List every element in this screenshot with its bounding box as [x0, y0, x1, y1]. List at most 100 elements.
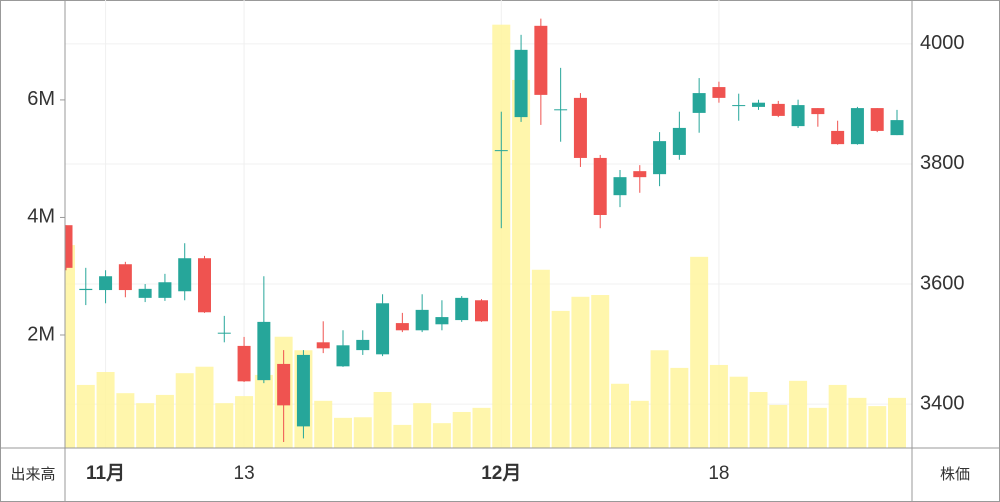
candle-body	[395, 323, 409, 331]
candle-body	[217, 332, 231, 334]
candle-body	[593, 157, 607, 215]
y2-axis-label: 株価	[940, 466, 970, 483]
volume-bar	[828, 384, 847, 448]
candle-body	[415, 309, 429, 331]
volume-bar	[888, 397, 906, 448]
candle-body	[455, 297, 469, 321]
candle-body	[811, 108, 825, 115]
candle-body	[771, 103, 785, 116]
candle-body	[712, 87, 726, 98]
candle-body	[118, 264, 132, 291]
volume-bar	[393, 424, 412, 448]
y2-tick-label: 3800	[920, 152, 965, 174]
candle-body	[752, 102, 765, 107]
volume-bar	[175, 373, 194, 448]
x-tick-label: 11月	[86, 463, 125, 484]
volume-bar	[808, 407, 827, 448]
volume-bar	[630, 400, 649, 448]
candle-body	[237, 345, 251, 382]
volume-bar	[76, 384, 95, 448]
volume-bar	[709, 364, 728, 448]
volume-bar	[670, 367, 689, 448]
volume-bar	[65, 245, 75, 448]
candle-body	[494, 150, 508, 152]
volume-bar	[334, 417, 352, 448]
volume-bar	[254, 374, 273, 448]
candle-body	[890, 120, 904, 136]
volume-bar	[611, 383, 629, 448]
volume-bar	[571, 296, 590, 448]
candle-body	[316, 342, 330, 349]
y-tick-label: 2M	[27, 323, 55, 345]
volume-bar	[650, 350, 669, 448]
volume-bar	[848, 397, 867, 448]
volume-bar	[215, 403, 234, 448]
y-tick-label: 6M	[27, 88, 55, 110]
volume-bar	[789, 380, 808, 448]
candle-body	[277, 363, 291, 406]
y-axis-label: 出来高	[10, 466, 55, 483]
candle-body	[613, 177, 627, 196]
volume-bar	[314, 400, 333, 448]
candle-body	[514, 49, 528, 118]
candle-body	[198, 258, 211, 313]
y2-tick-label: 3400	[920, 392, 965, 414]
candle-body	[554, 109, 568, 111]
candle-body	[732, 105, 746, 107]
volume-bar	[373, 391, 392, 448]
candle-body	[653, 141, 667, 175]
volume-bar	[432, 423, 451, 448]
candle-body	[138, 288, 152, 298]
volume-bar	[769, 404, 788, 448]
candle-layer	[65, 18, 904, 442]
candle-body	[633, 171, 647, 178]
volume-bar	[551, 310, 570, 448]
candle-body	[870, 108, 884, 131]
candle-body	[692, 93, 706, 113]
volume-bar	[452, 411, 471, 448]
volume-bar	[155, 394, 174, 448]
candle-body	[79, 288, 93, 291]
volume-bar	[591, 295, 610, 448]
candle-body	[534, 25, 548, 95]
volume-bar	[353, 417, 372, 448]
candle-body	[257, 321, 271, 381]
x-tick-label: 13	[234, 463, 255, 484]
candle-body	[65, 225, 73, 268]
candle-body	[336, 345, 350, 367]
candle-body	[296, 354, 310, 427]
x-tick-label: 12月	[481, 463, 521, 484]
y2-tick-label: 4000	[920, 32, 965, 54]
candle-body	[672, 127, 686, 155]
volume-bar	[729, 376, 748, 448]
volume-bar	[512, 79, 531, 448]
volume-bar	[472, 407, 491, 448]
candle-body	[99, 276, 113, 291]
volume-bar	[749, 391, 768, 448]
volume-bar	[868, 406, 887, 448]
y2-tick-label: 3600	[920, 272, 965, 294]
volume-bar	[235, 396, 254, 448]
candle-body	[791, 105, 805, 127]
candle-body	[158, 282, 172, 298]
volume-bar	[136, 403, 155, 448]
candle-body	[356, 339, 370, 351]
volume-bar	[195, 366, 214, 448]
candle-body	[475, 300, 488, 322]
candle-body	[376, 303, 390, 355]
volume-bar	[116, 393, 135, 448]
volume-bar	[413, 403, 432, 448]
candle-body	[850, 108, 864, 145]
volume-bar	[531, 269, 550, 448]
y-tick-label: 4M	[27, 206, 55, 228]
candle-body	[435, 317, 449, 325]
volume-bar	[492, 24, 511, 448]
candle-body	[178, 258, 192, 292]
volume-layer	[65, 24, 906, 448]
x-tick-label: 18	[708, 463, 729, 484]
volume-bar	[96, 372, 115, 448]
candle-body	[831, 130, 845, 145]
candle-body	[573, 97, 587, 158]
volume-bar	[690, 256, 709, 448]
